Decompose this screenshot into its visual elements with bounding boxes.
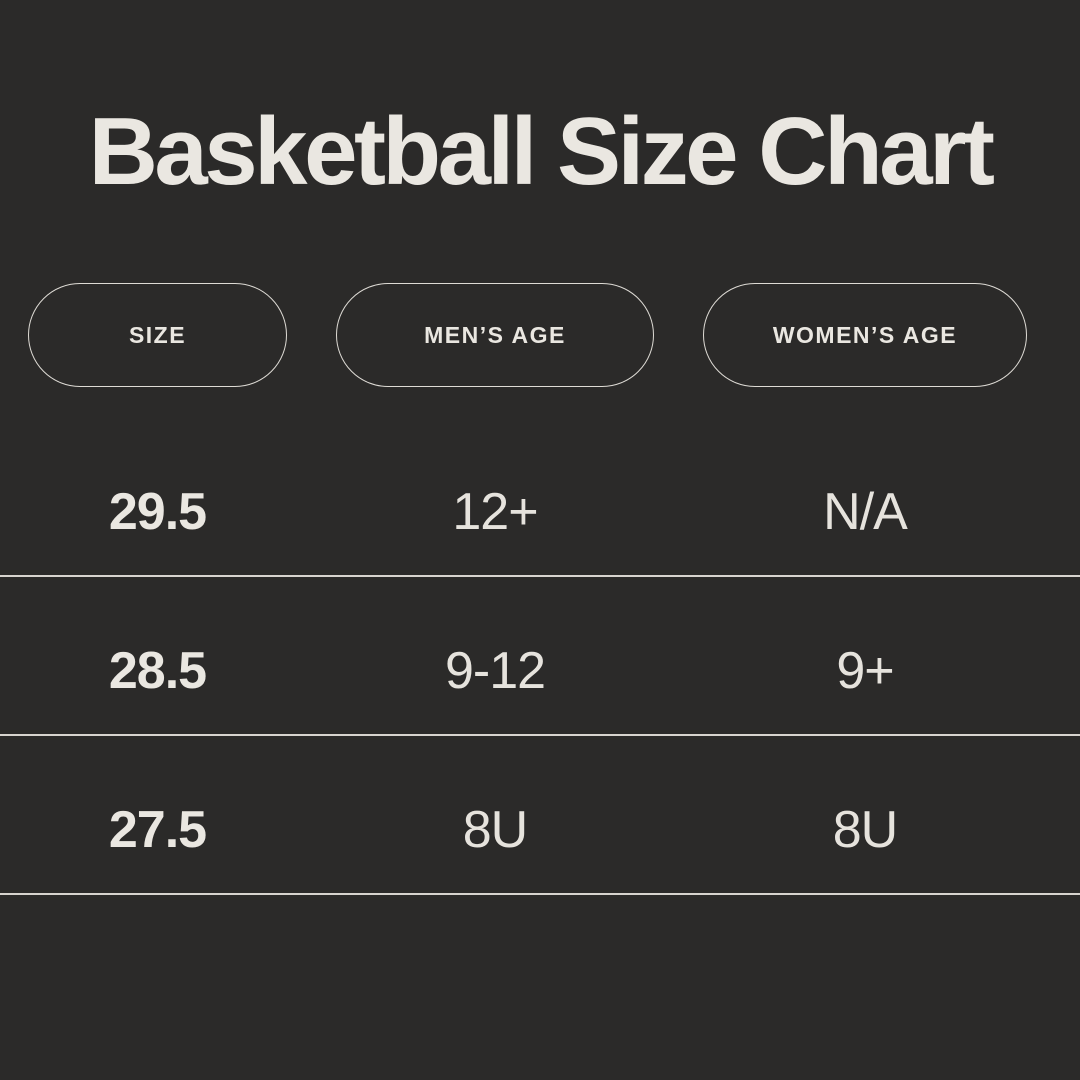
column-label-size: SIZE	[128, 321, 187, 348]
table-row: 29.5 12+ N/A	[0, 418, 1080, 577]
page-title: Basketball Size Chart	[88, 98, 995, 205]
cell-womens-age: N/A	[823, 482, 908, 541]
table-row: 28.5 9-12 9+	[0, 577, 1080, 736]
table-header: SIZE MEN’S AGE WOMEN’S AGE	[0, 283, 1080, 387]
cell-mens-age: 8U	[462, 800, 528, 859]
column-pill-size: SIZE	[28, 283, 287, 387]
column-pill-mens-age: MEN’S AGE	[336, 283, 654, 387]
column-pill-womens-age: WOMEN’S AGE	[703, 283, 1027, 387]
column-label-mens-age: MEN’S AGE	[424, 321, 566, 348]
cell-womens-age: 9+	[836, 641, 894, 700]
cell-size: 29.5	[108, 482, 207, 541]
cell-mens-age: 12+	[452, 482, 538, 541]
cell-size: 28.5	[108, 641, 207, 700]
column-label-womens-age: WOMEN’S AGE	[772, 321, 958, 348]
size-table: 29.5 12+ N/A 28.5 9-12 9+ 27.5 8U 8U	[0, 418, 1080, 895]
cell-womens-age: 8U	[832, 800, 898, 859]
cell-size: 27.5	[108, 800, 207, 859]
table-row: 27.5 8U 8U	[0, 736, 1080, 895]
cell-mens-age: 9-12	[444, 641, 546, 700]
